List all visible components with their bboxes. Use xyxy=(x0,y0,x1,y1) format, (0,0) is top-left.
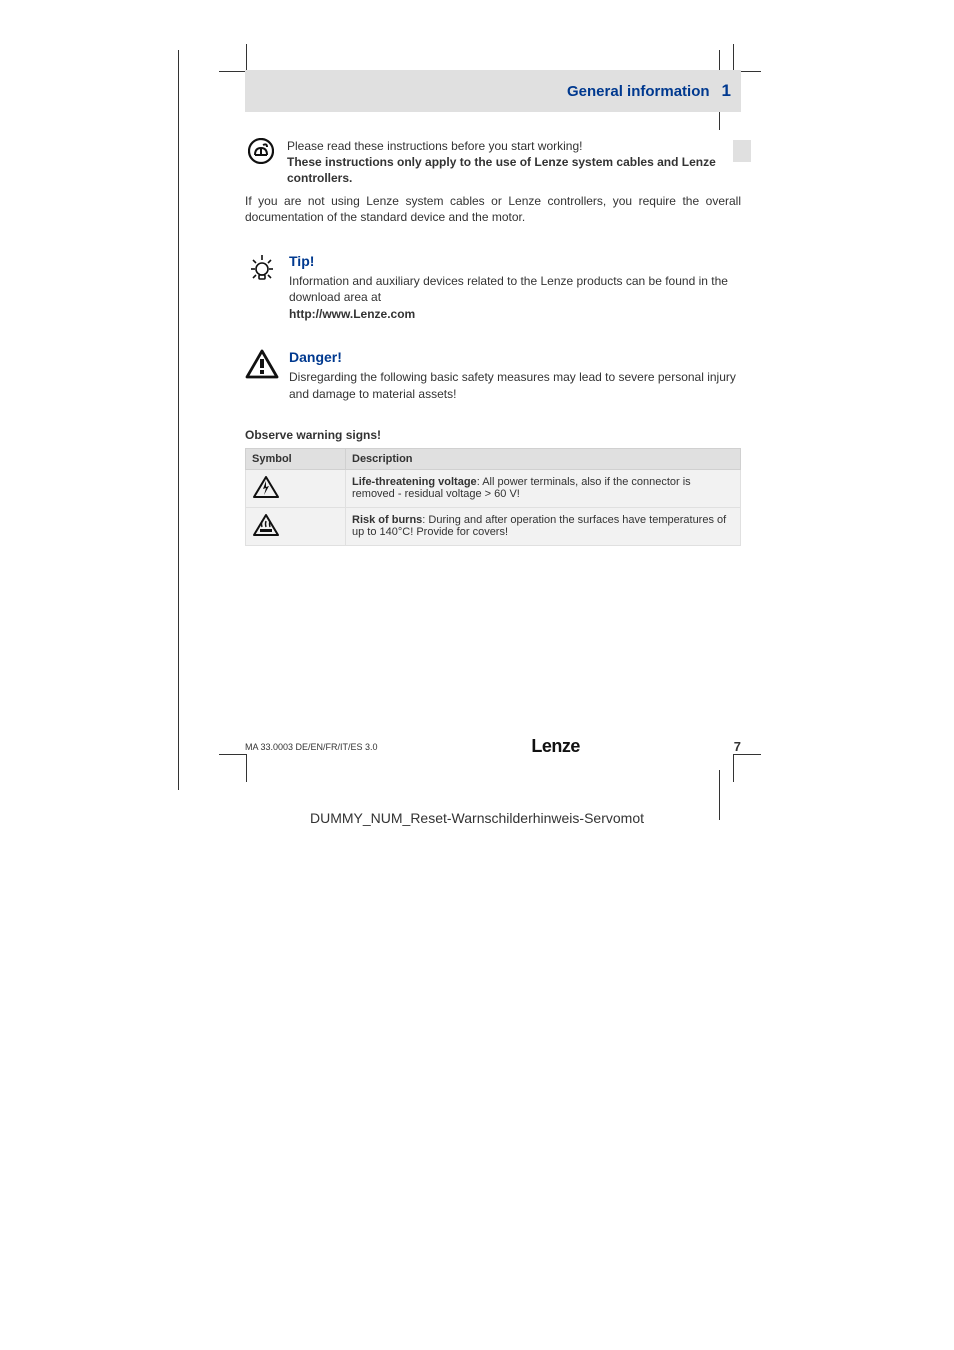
observe-warning-signs-heading: Observe warning signs! xyxy=(245,428,741,442)
section-number: 1 xyxy=(722,81,731,101)
danger-callout: Danger! Disregarding the following basic… xyxy=(245,349,741,401)
burns-warning-description: Risk of burns: During and after operatio… xyxy=(346,507,741,545)
dummy-placeholder-text: DUMMY_NUM_Reset-Warnschilderhinweis-Serv… xyxy=(0,810,954,826)
page-footer: MA 33.0003 DE/EN/FR/IT/ES 3.0 Lenze 7 xyxy=(245,736,741,757)
danger-text: Disregarding the following basic safety … xyxy=(289,369,741,401)
table-header-symbol: Symbol xyxy=(246,448,346,469)
warning-symbols-table: Symbol Description Life xyxy=(245,448,741,546)
danger-title: Danger! xyxy=(289,349,741,365)
crop-mark-tl xyxy=(219,44,247,72)
hot-surface-warning-icon xyxy=(252,528,280,540)
print-guide-left xyxy=(178,50,179,790)
read-instructions-line: Please read these instructions before yo… xyxy=(287,138,741,154)
section-header-band: General information 1 xyxy=(245,70,741,112)
voltage-warning-description: Life-threatening voltage: All power term… xyxy=(346,469,741,507)
danger-warning-icon xyxy=(245,349,279,382)
burns-warning-bold: Risk of burns xyxy=(352,514,422,526)
section-title: General information xyxy=(567,83,710,100)
tip-link: http://www.Lenze.com xyxy=(289,307,741,321)
tip-title: Tip! xyxy=(289,253,741,269)
page-content: General information 1 Please read these … xyxy=(245,70,741,546)
read-instructions-callout: Please read these instructions before yo… xyxy=(245,138,741,187)
lightbulb-tip-icon xyxy=(247,253,277,288)
read-instructions-bold: These instructions only apply to the use… xyxy=(287,154,741,186)
table-row: Life-threatening voltage: All power term… xyxy=(246,469,741,507)
table-row: Risk of burns: During and after operatio… xyxy=(246,507,741,545)
crop-mark-br xyxy=(733,754,761,782)
footer-page-number: 7 xyxy=(734,739,741,754)
crop-mark-bl xyxy=(219,754,247,782)
tip-text: Information and auxiliary devices relate… xyxy=(289,273,741,305)
overall-documentation-note: If you are not using Lenze system cables… xyxy=(245,193,741,225)
voltage-warning-bold: Life-threatening voltage xyxy=(352,476,477,488)
footer-docid: MA 33.0003 DE/EN/FR/IT/ES 3.0 xyxy=(245,742,378,752)
read-instructions-icon xyxy=(248,138,274,187)
tip-callout: Tip! Information and auxiliary devices r… xyxy=(245,253,741,321)
table-header-description: Description xyxy=(346,448,741,469)
thumb-tab-mark xyxy=(733,140,751,162)
crop-mark-tr xyxy=(733,44,761,72)
voltage-warning-icon xyxy=(252,490,280,502)
footer-logo: Lenze xyxy=(531,736,580,757)
